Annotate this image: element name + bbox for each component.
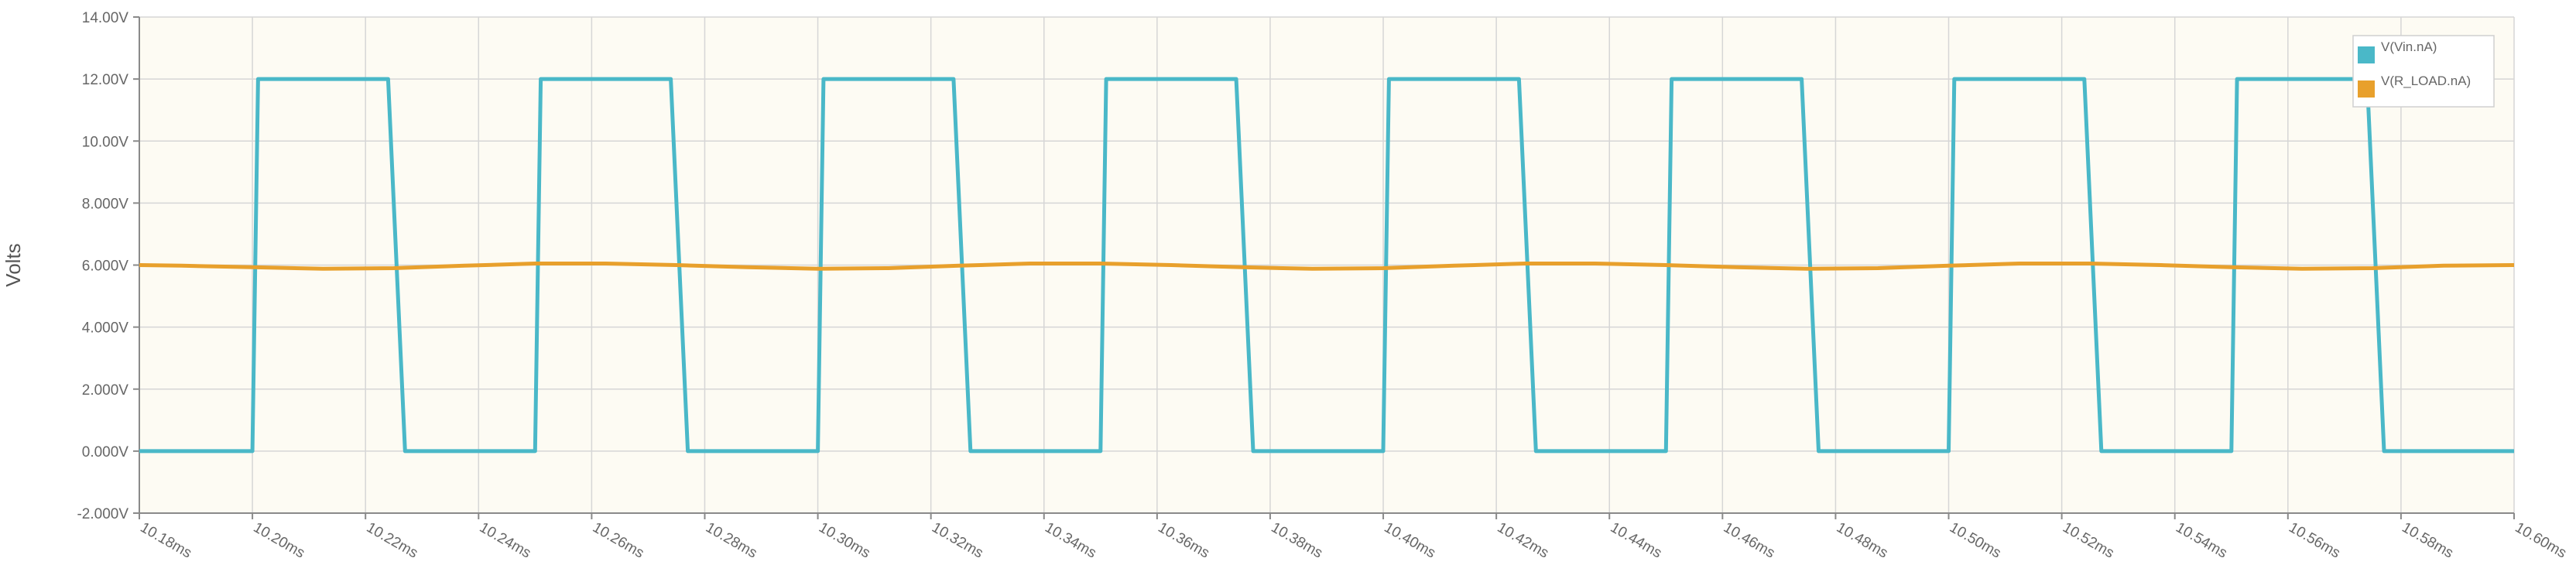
x-tick-label: 10.60ms — [2513, 519, 2570, 562]
x-tick-label: 10.18ms — [138, 519, 195, 562]
x-tick-label: 10.42ms — [1495, 519, 1552, 562]
x-tick-label: 10.34ms — [1042, 519, 1099, 562]
x-tick-label: 10.30ms — [816, 519, 873, 562]
x-tick-label: 10.44ms — [1608, 519, 1665, 562]
x-tick-label: 10.54ms — [2173, 519, 2230, 562]
y-axis-title: Volts — [2, 243, 25, 286]
legend-label[interactable]: V(R_LOAD.nA) — [2381, 74, 2471, 88]
x-tick-label: 10.50ms — [1947, 519, 2004, 562]
x-tick-label: 10.52ms — [2060, 519, 2117, 562]
y-tick-label: 12.00V — [82, 72, 129, 88]
x-tick-label: 10.58ms — [2399, 519, 2456, 562]
y-tick-label: 2.000V — [82, 382, 129, 399]
x-tick-label: 10.48ms — [1834, 519, 1891, 562]
x-tick-label: 10.36ms — [1155, 519, 1212, 562]
y-tick-label: -2.000V — [77, 506, 128, 522]
x-tick-labels: 10.18ms 10.20ms 10.22ms 10.24ms 10.26ms 10.28… — [138, 519, 2570, 562]
x-tick-label: 10.56ms — [2286, 519, 2343, 562]
legend-box — [2352, 35, 2495, 108]
x-tick-label: 10.20ms — [251, 519, 308, 562]
x-tick-label: 10.40ms — [1382, 519, 1439, 562]
legend[interactable]: V(Vin.nA) V(R_LOAD.nA) — [2352, 35, 2495, 108]
y-tick-label: 8.000V — [82, 196, 129, 212]
x-tick-label: 10.32ms — [929, 519, 986, 562]
y-tick-label: 4.000V — [82, 320, 129, 337]
legend-swatch[interactable] — [2358, 46, 2375, 63]
x-tick-label: 10.28ms — [703, 519, 760, 562]
x-tick-label: 10.38ms — [1268, 519, 1325, 562]
y-tick-label: 0.000V — [82, 444, 129, 460]
legend-swatch[interactable] — [2358, 80, 2375, 98]
y-tick-label: 10.00V — [82, 134, 129, 150]
series-line-r-load — [139, 262, 2515, 271]
x-tick-label: 10.22ms — [364, 519, 421, 562]
y-tick-label: 6.000V — [82, 258, 129, 275]
x-tick-label: 10.46ms — [1721, 519, 1778, 562]
y-tick-label: 14.00V — [82, 10, 129, 26]
series-lines — [139, 77, 2515, 454]
x-tick-label: 10.24ms — [477, 519, 534, 562]
x-tick-label: 10.26ms — [590, 519, 647, 562]
y-tick-labels: 14.00V 12.00V 10.00V 8.000V 6.000V 4.000V 2.00… — [77, 10, 128, 522]
legend-label[interactable]: V(Vin.nA) — [2381, 39, 2437, 54]
